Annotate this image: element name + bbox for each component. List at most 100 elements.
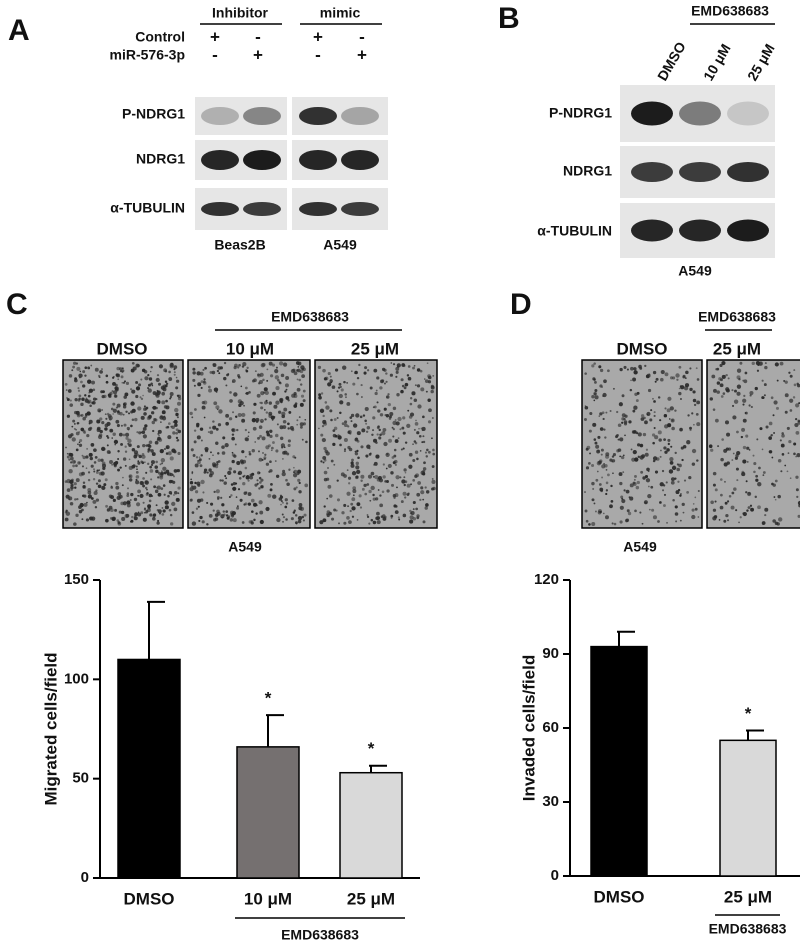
cell-dot [646,413,649,416]
cell-dot [135,380,139,384]
cell-dot [404,471,407,474]
cell-dot [202,491,205,494]
cell-dot [229,391,232,394]
cell-dot [319,520,324,525]
cell-dot [597,435,601,439]
cell-dot [269,434,273,438]
cell-dot [757,505,761,510]
cell-dot [712,408,716,411]
cell-dot [122,405,127,409]
cell-dot [271,363,276,367]
cell-dot [225,421,229,426]
cell-dot [282,501,284,504]
cell-dot [84,415,88,418]
cell-dot [218,372,221,375]
cell-dot [392,406,397,411]
cell-dot [231,379,236,383]
cell-dot [623,417,626,421]
cell-dot [763,394,766,397]
cell-dot [136,431,139,434]
cell-dot [721,374,726,379]
cell-dot [619,437,624,442]
cell-dot [281,414,286,419]
cell-dot [338,393,343,399]
cell-dot [124,392,129,397]
cell-dot [757,482,762,487]
cell-dot [80,414,83,417]
cell-dot [173,373,176,376]
cell-dot [654,470,659,474]
cell-dot [356,431,361,436]
cell-dot [220,514,225,519]
cell-dot [173,507,178,512]
cell-dot [631,457,636,462]
cell-dot [646,467,650,472]
cell-dot [320,433,324,437]
cell-dot [765,425,769,429]
cell-dot [135,475,140,479]
cell-dot [114,508,117,512]
cell-dot [106,434,109,438]
cell-dot [147,388,152,393]
cell-dot [776,379,779,382]
cell-dot [333,418,337,421]
cell-dot [101,421,105,425]
cell-dot [331,385,336,389]
cell-dot [664,372,669,377]
cell-dot [293,394,298,398]
cell-dot [385,467,388,470]
cell-dot [647,388,652,393]
cell-dot [119,466,122,469]
cell-dot [336,479,339,482]
cell-dot [216,463,219,466]
cell-dot [296,423,299,426]
cell-dot [269,460,272,464]
cell-dot [369,452,372,455]
cell-dot [346,402,351,406]
cell-dot [384,413,387,417]
cell-dot [692,390,696,394]
cell-dot [279,494,283,497]
cell-dot [386,396,388,398]
cell-dot [275,474,280,479]
cell-dot [209,370,213,374]
cell-dot [412,500,416,505]
cell-dot [236,460,241,466]
cell-dot [117,492,122,496]
cell-dot [638,364,642,369]
cell-dot [78,443,83,447]
cell-dot [350,463,355,468]
cell-dot [662,489,665,492]
cell-dot [176,394,180,397]
cell-dot [786,470,789,473]
cell-dot [130,388,133,391]
cell-dot [226,516,230,520]
cell-dot [237,399,243,404]
cell-dot [100,390,104,394]
cell-dot [416,457,419,461]
cell-dot [327,484,332,489]
cell-dot [674,505,678,509]
cell-dot [268,361,273,366]
cell-dot [605,515,609,520]
cell-dot [78,441,81,444]
blot-band [631,219,673,242]
cell-dot [285,388,288,391]
cell-dot [147,374,150,377]
cell-dot [613,522,617,526]
cell-dot [116,423,120,428]
cell-dot [144,461,146,463]
cell-dot [361,487,365,491]
cell-dot [146,492,149,495]
cell-dot [77,421,80,425]
cell-dot [227,470,232,476]
cell-dot [393,454,397,458]
cell-dot [170,522,174,526]
cell-dot [115,406,118,409]
cell-dot [682,444,687,449]
cell-dot [793,442,797,446]
cell-dot [726,519,730,522]
cell-dot [86,501,88,504]
cell-dot [356,449,359,453]
cell-dot [298,481,301,485]
